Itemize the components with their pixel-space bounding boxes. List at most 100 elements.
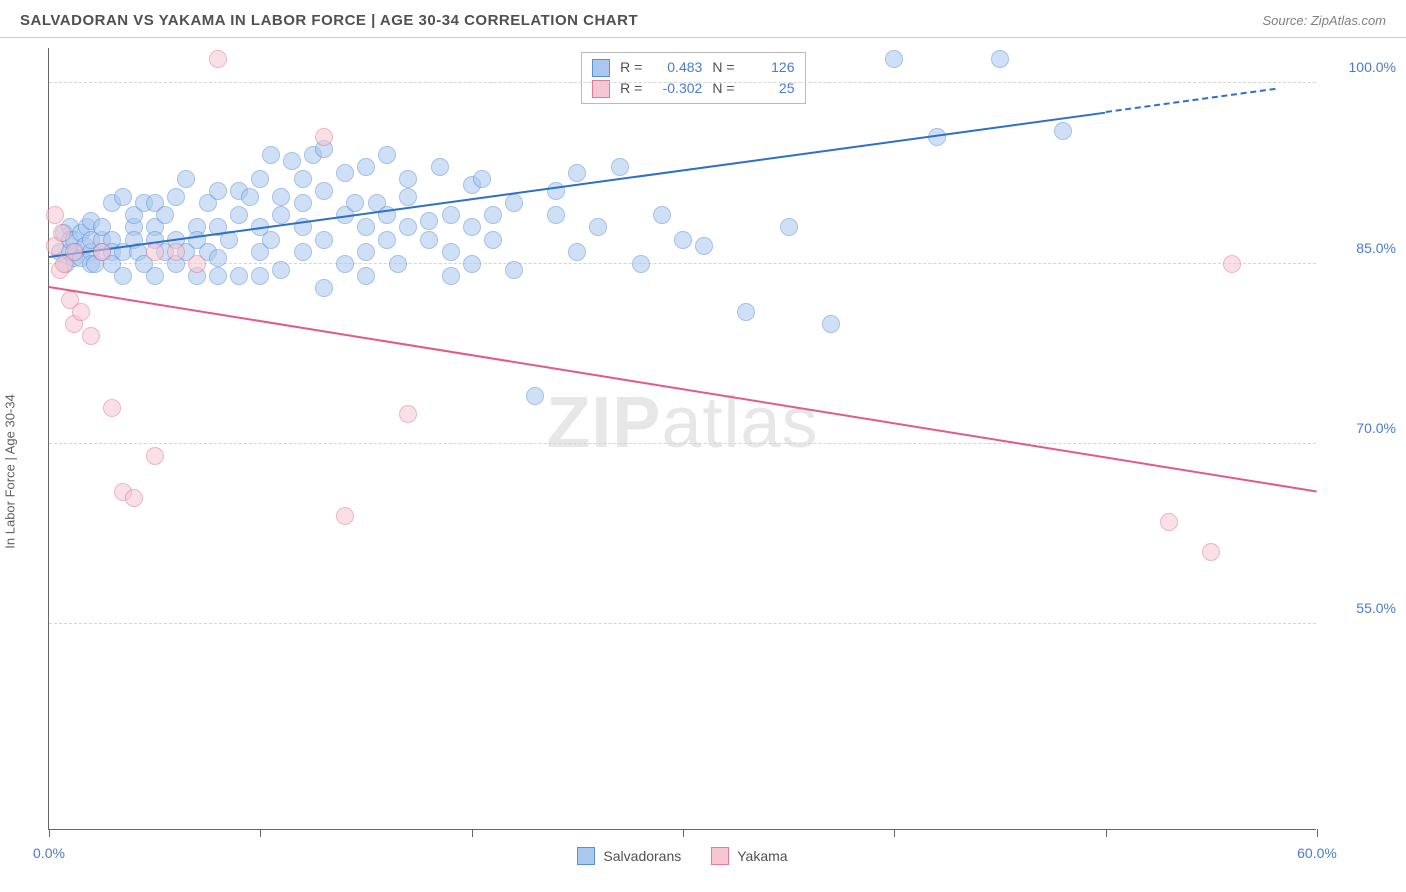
scatter-point <box>505 261 523 279</box>
scatter-point <box>568 164 586 182</box>
scatter-point <box>230 206 248 224</box>
scatter-point <box>336 507 354 525</box>
scatter-point <box>72 303 90 321</box>
scatter-point <box>46 206 64 224</box>
scatter-point <box>484 231 502 249</box>
scatter-point <box>230 267 248 285</box>
scatter-point <box>885 50 903 68</box>
scatter-point <box>399 405 417 423</box>
scatter-point <box>1202 543 1220 561</box>
scatter-point <box>399 218 417 236</box>
xtick <box>49 829 50 837</box>
scatter-point <box>167 243 185 261</box>
scatter-point <box>272 261 290 279</box>
scatter-point <box>125 489 143 507</box>
correlation-legend: R =0.483N =126R =-0.302N =25 <box>581 52 805 104</box>
chart-area: In Labor Force | Age 30-34 ZIPatlas R =0… <box>0 38 1406 890</box>
scatter-point <box>209 50 227 68</box>
legend-r-value: 0.483 <box>652 57 702 78</box>
scatter-point <box>146 267 164 285</box>
scatter-point <box>473 170 491 188</box>
scatter-point <box>1160 513 1178 531</box>
scatter-point <box>378 146 396 164</box>
scatter-point <box>420 231 438 249</box>
scatter-point <box>53 224 71 242</box>
scatter-point <box>632 255 650 273</box>
source-label: Source: ZipAtlas.com <box>1262 13 1386 28</box>
scatter-point <box>188 255 206 273</box>
scatter-point <box>484 206 502 224</box>
scatter-point <box>463 218 481 236</box>
trend-line <box>49 111 1106 257</box>
legend-item: Yakama <box>711 847 787 865</box>
chart-title: SALVADORAN VS YAKAMA IN LABOR FORCE | AG… <box>20 12 638 29</box>
scatter-point <box>674 231 692 249</box>
gridline <box>49 443 1316 444</box>
scatter-point <box>262 231 280 249</box>
legend-r-label: R = <box>620 57 642 78</box>
scatter-point <box>272 188 290 206</box>
scatter-point <box>294 194 312 212</box>
ytick-label: 55.0% <box>1326 600 1396 616</box>
legend-item: Salvadorans <box>577 847 681 865</box>
trend-line <box>49 286 1317 492</box>
scatter-point <box>146 447 164 465</box>
scatter-point <box>177 170 195 188</box>
scatter-point <box>389 255 407 273</box>
scatter-point <box>283 152 301 170</box>
scatter-point <box>568 243 586 261</box>
scatter-point <box>780 218 798 236</box>
scatter-point <box>653 206 671 224</box>
xtick <box>683 829 684 837</box>
scatter-point <box>146 243 164 261</box>
scatter-point <box>93 243 111 261</box>
scatter-point <box>262 146 280 164</box>
scatter-point <box>209 267 227 285</box>
scatter-point <box>336 164 354 182</box>
scatter-point <box>315 128 333 146</box>
scatter-point <box>431 158 449 176</box>
scatter-point <box>357 218 375 236</box>
series-legend: Salvadorans Yakama <box>49 847 1316 865</box>
scatter-point <box>346 194 364 212</box>
gridline <box>49 623 1316 624</box>
legend-label: Yakama <box>737 848 787 864</box>
gridline <box>49 263 1316 264</box>
scatter-point <box>209 249 227 267</box>
xtick <box>1317 829 1318 837</box>
scatter-point <box>65 243 83 261</box>
scatter-point <box>209 182 227 200</box>
legend-label: Salvadorans <box>603 848 681 864</box>
plot-region: ZIPatlas R =0.483N =126R =-0.302N =25 Sa… <box>48 48 1316 830</box>
scatter-point <box>442 243 460 261</box>
scatter-point <box>420 212 438 230</box>
scatter-point <box>547 206 565 224</box>
xtick-label: 60.0% <box>1297 845 1337 861</box>
scatter-point <box>114 267 132 285</box>
scatter-point <box>1223 255 1241 273</box>
scatter-point <box>114 188 132 206</box>
scatter-point <box>315 231 333 249</box>
legend-n-value: 126 <box>745 57 795 78</box>
ytick-label: 70.0% <box>1326 420 1396 436</box>
ytick-label: 100.0% <box>1326 59 1396 75</box>
scatter-point <box>336 255 354 273</box>
xtick <box>260 829 261 837</box>
watermark: ZIPatlas <box>546 382 818 464</box>
scatter-point <box>822 315 840 333</box>
scatter-point <box>156 206 174 224</box>
scatter-point <box>378 231 396 249</box>
legend-row: R = 0.483 N = 126 <box>592 57 794 78</box>
ytick-label: 85.0% <box>1326 240 1396 256</box>
scatter-point <box>505 194 523 212</box>
scatter-point <box>294 243 312 261</box>
scatter-point <box>991 50 1009 68</box>
scatter-point <box>442 267 460 285</box>
scatter-point <box>442 206 460 224</box>
legend-n-label: N = <box>712 57 734 78</box>
xtick <box>894 829 895 837</box>
scatter-point <box>294 170 312 188</box>
scatter-point <box>82 327 100 345</box>
xtick <box>472 829 473 837</box>
scatter-point <box>589 218 607 236</box>
